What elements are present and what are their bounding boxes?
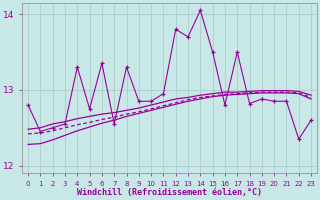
X-axis label: Windchill (Refroidissement éolien,°C): Windchill (Refroidissement éolien,°C) — [77, 188, 262, 197]
